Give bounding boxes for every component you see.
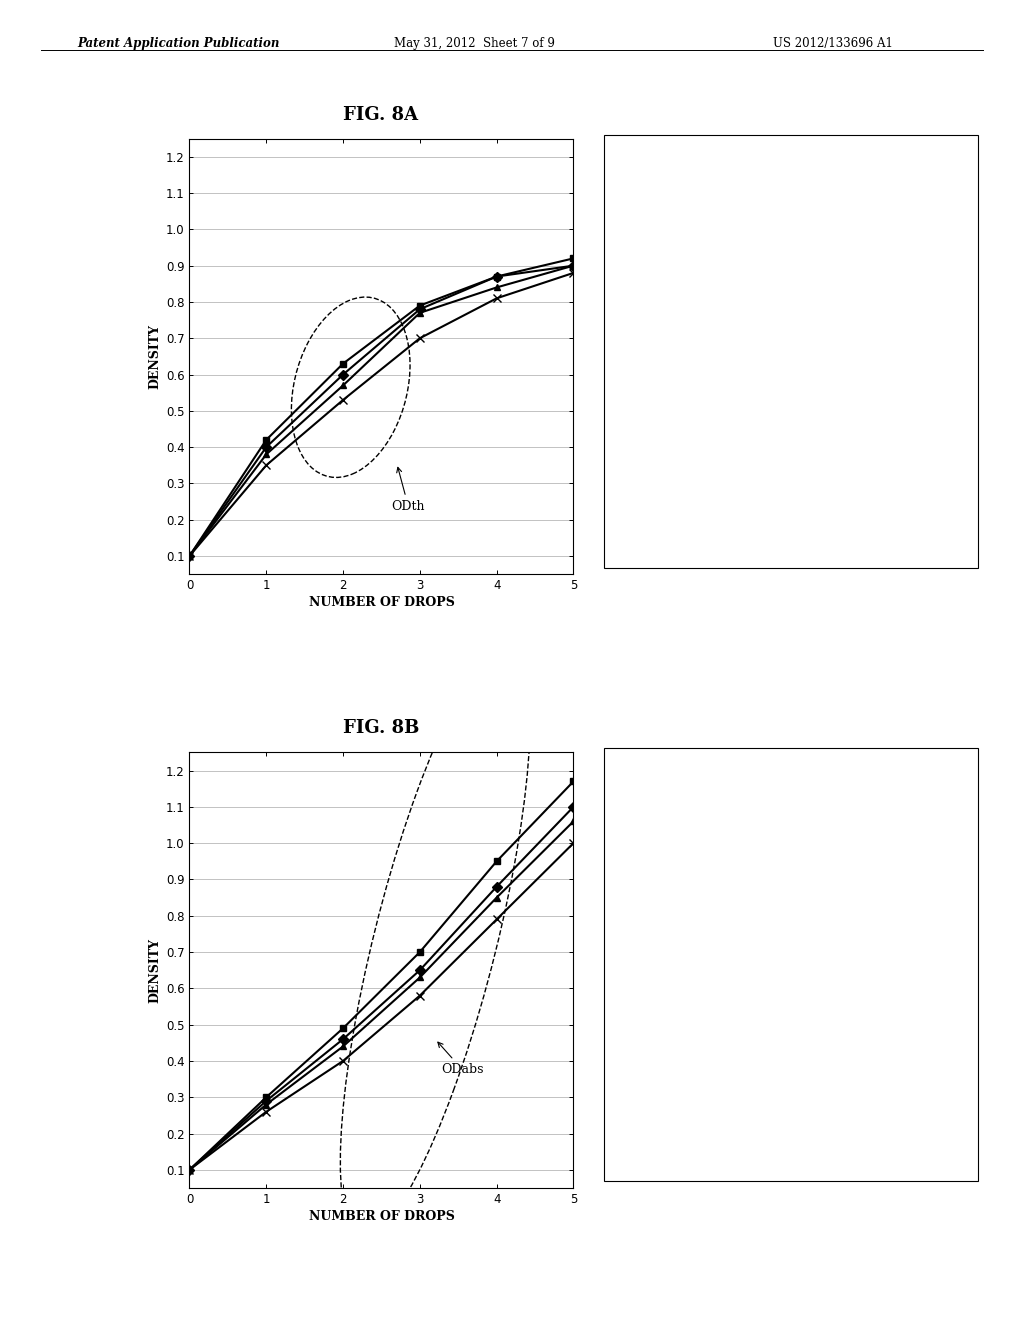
- Y-axis label: DENSITY: DENSITY: [148, 323, 162, 389]
- Text: Patent Application Publication: Patent Application Publication: [77, 37, 280, 50]
- Y-axis label: DENSITY: DENSITY: [148, 937, 162, 1003]
- Text: REFERENCE HEAD
(FOURTH HEAD): REFERENCE HEAD (FOURTH HEAD): [680, 776, 779, 795]
- Text: ODth: ODth: [391, 467, 425, 512]
- Text: ADJUSTED HEAD
(ADAPTED AMOUNT
OF ADJUSTMENT
PLUS 10%): ADJUSTED HEAD (ADAPTED AMOUNT OF ADJUSTM…: [680, 230, 785, 272]
- Text: ODabs: ODabs: [438, 1043, 483, 1076]
- Text: US 2012/133696 A1: US 2012/133696 A1: [773, 37, 893, 50]
- Text: ADJUSTED HEAD
(ADAPTED AMOUNT
OF ADJUSTMENT): ADJUSTED HEAD (ADAPTED AMOUNT OF ADJUSTM…: [680, 950, 785, 982]
- Text: REFERENCE HEAD
(FOURTH HEAD): REFERENCE HEAD (FOURTH HEAD): [680, 161, 779, 180]
- Text: ADJUSTED HEAD
(ADAPTED AMOUNT
OF ADJUSTMENT
MINUS 10%): ADJUSTED HEAD (ADAPTED AMOUNT OF ADJUSTM…: [680, 1047, 785, 1089]
- Text: May 31, 2012  Sheet 7 of 9: May 31, 2012 Sheet 7 of 9: [394, 37, 555, 50]
- X-axis label: NUMBER OF DROPS: NUMBER OF DROPS: [308, 597, 455, 610]
- Text: FIG. 8B: FIG. 8B: [343, 718, 419, 737]
- Text: FIG. 8A: FIG. 8A: [343, 106, 419, 124]
- Text: ADJUSTED HEAD
(ADAPTED AMOUNT
OF ADJUSTMENT): ADJUSTED HEAD (ADAPTED AMOUNT OF ADJUSTM…: [680, 335, 785, 367]
- Text: ADJUSTED HEAD
(ADAPTED AMOUNT
OF ADJUSTMENT
PLUS 10%): ADJUSTED HEAD (ADAPTED AMOUNT OF ADJUSTM…: [680, 845, 785, 887]
- X-axis label: NUMBER OF DROPS: NUMBER OF DROPS: [308, 1210, 455, 1224]
- Text: ADJUSTED HEAD
(ADAPTED AMOUNT
OF ADJUSTMENT
MINUS 10%): ADJUSTED HEAD (ADAPTED AMOUNT OF ADJUSTM…: [680, 432, 785, 474]
